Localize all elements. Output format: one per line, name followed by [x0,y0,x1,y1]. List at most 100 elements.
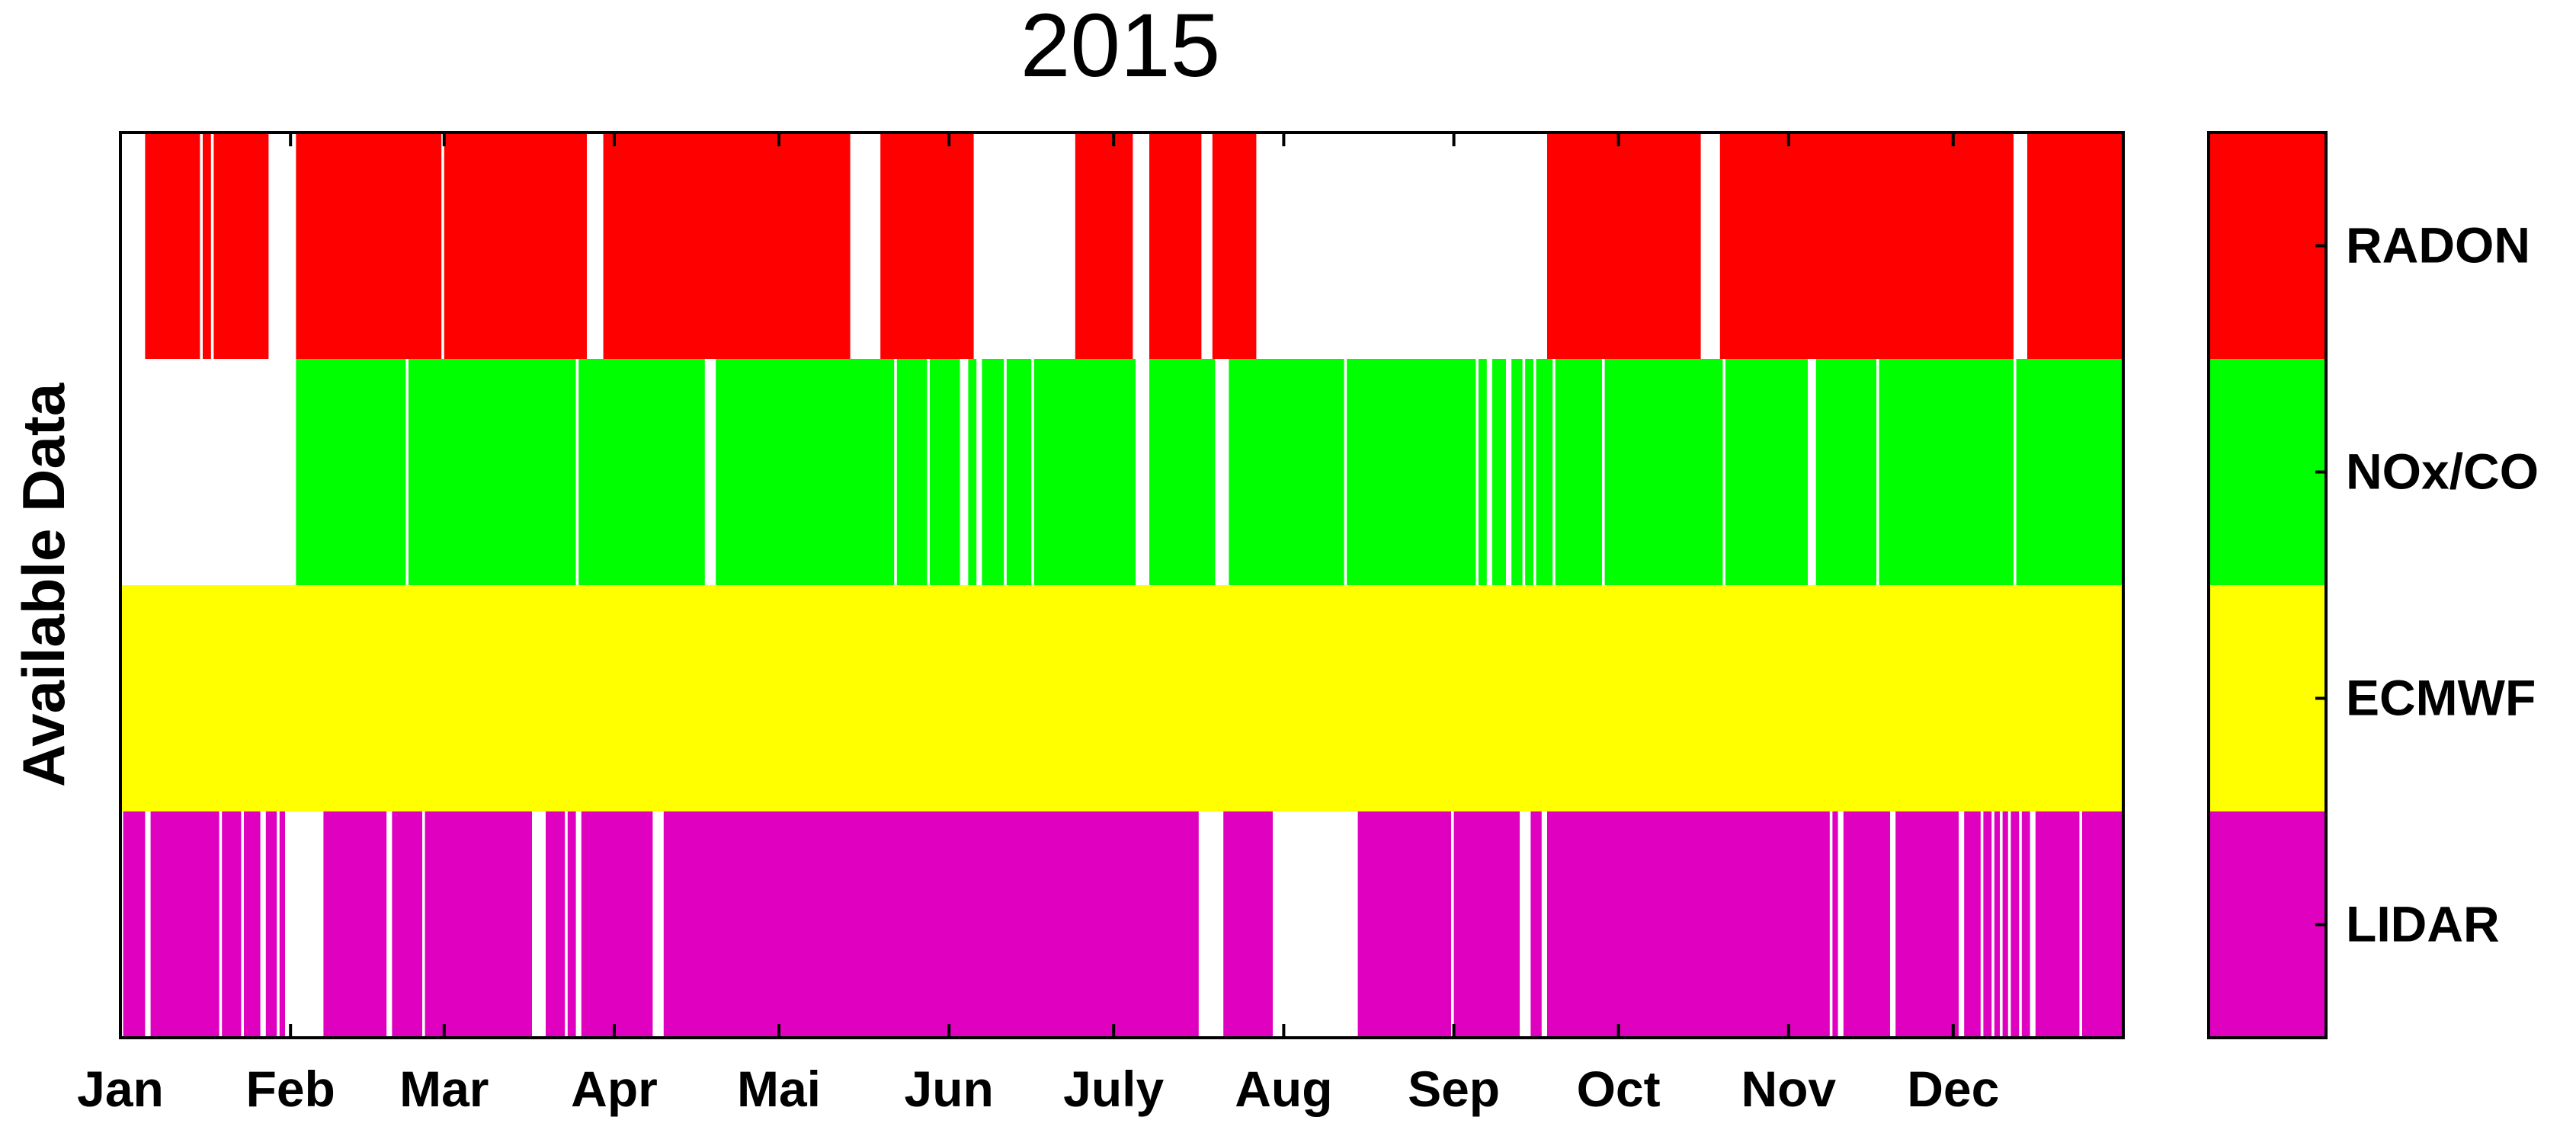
bar-row-nox-co [120,359,2123,585]
gap-nox-co-7 [976,359,982,585]
y-axis-label: Available Data [10,382,77,787]
x-tick-label-july: July [1063,1061,1164,1117]
colorbar-swatch-radon [2209,133,2326,359]
gap-lidar-23 [1991,811,1994,1038]
gap-lidar-28 [2079,811,2082,1038]
colorbar-ticks [2315,244,2326,927]
colorbar-swatch-nox-co [2209,359,2326,585]
gap-lidar-22 [1980,811,1984,1038]
gap-nox-co-6 [960,359,969,585]
bar-row-ecmwf [120,585,2123,811]
gap-nox-co-3 [704,359,716,585]
gap-nox-co-4 [894,359,897,585]
gap-nox-co-0 [120,359,296,585]
gap-lidar-3 [241,811,244,1038]
x-tick-label-sep: Sep [1408,1061,1500,1117]
gap-nox-co-1 [405,359,409,585]
gap-nox-co-14 [1486,359,1492,585]
gap-nox-co-5 [927,359,930,585]
gap-radon-5 [587,133,604,359]
gap-radon-0 [120,133,146,359]
gap-lidar-8 [422,811,425,1038]
gap-lidar-25 [2007,811,2011,1038]
x-tick-label-jun: Jun [905,1061,994,1117]
gap-nox-co-15 [1506,359,1512,585]
gap-nox-co-19 [1602,359,1605,585]
gap-nox-co-12 [1344,359,1347,585]
gap-lidar-6 [285,811,324,1038]
gap-lidar-26 [2019,811,2022,1038]
gap-lidar-13 [1198,811,1224,1038]
gap-radon-6 [850,133,881,359]
gap-nox-co-22 [1876,359,1879,585]
gap-nox-co-8 [1004,359,1007,585]
gap-lidar-5 [277,811,280,1038]
gap-lidar-21 [1959,811,1965,1038]
gap-nox-co-13 [1475,359,1479,585]
gap-radon-4 [441,133,444,359]
gap-nox-co-23 [2014,359,2017,585]
x-tick-label-oct: Oct [1577,1061,1661,1117]
gap-lidar-1 [145,811,151,1038]
gap-lidar-12 [652,811,664,1038]
gap-radon-7 [973,133,1075,359]
gap-lidar-24 [2000,811,2003,1038]
chart-title: 2015 [1020,0,1221,96]
gap-radon-3 [268,133,296,359]
legend-label-nox-co: NOx/CO [2346,443,2539,500]
x-tick-label-mai: Mai [737,1061,821,1117]
gap-lidar-15 [1451,811,1454,1038]
gap-radon-11 [1700,133,1720,359]
colorbar-frame [2207,131,2328,1039]
gap-radon-9 [1201,133,1213,359]
gap-lidar-9 [532,811,546,1038]
gap-lidar-4 [260,811,266,1038]
x-tick-label-mar: Mar [399,1061,489,1117]
gap-radon-1 [200,133,203,359]
gap-lidar-16 [1520,811,1531,1038]
gap-lidar-7 [386,811,392,1038]
gap-lidar-17 [1541,811,1547,1038]
x-axis-ticks [119,133,1955,1038]
gap-nox-co-18 [1552,359,1556,585]
gap-lidar-14 [1273,811,1358,1038]
gap-nox-co-20 [1722,359,1725,585]
gap-nox-co-21 [1808,359,1816,585]
legend-colorbar [2209,133,2326,1038]
gap-radon-2 [210,133,214,359]
x-tick-label-apr: Apr [571,1061,658,1117]
bar-row-radon [120,133,2123,359]
gap-lidar-27 [2030,811,2036,1038]
x-tick-label-jan: Jan [77,1061,164,1117]
x-tick-label-dec: Dec [1907,1061,1999,1117]
gap-radon-8 [1133,133,1149,359]
gap-nox-co-9 [1031,359,1034,585]
gap-lidar-11 [575,811,582,1038]
x-axis-labels: Jan Feb Mar Apr Mai Jun July Aug Sep Oct Nov Dec [77,1061,1999,1117]
plot-frame [119,131,2125,1039]
gap-nox-co-11 [1215,359,1229,585]
legend-labels: RADON NOx/CO ECMWF LIDAR [2346,217,2539,952]
x-tick-label-aug: Aug [1235,1061,1332,1117]
colorbar-swatch-ecmwf [2209,585,2326,811]
gap-radon-12 [2014,133,2027,359]
gap-lidar-20 [1890,811,1896,1038]
gap-nox-co-17 [1533,359,1536,585]
gap-nox-co-2 [575,359,579,585]
x-tick-label-nov: Nov [1741,1061,1836,1117]
gap-lidar-2 [219,811,223,1038]
gap-radon-10 [1256,133,1547,359]
gap-lidar-18 [1829,811,1833,1038]
bar-row-lidar [120,811,2123,1038]
availability-bars [120,133,2123,1038]
x-tick-label-feb: Feb [246,1061,335,1117]
colorbar-swatch-lidar [2209,811,2326,1038]
gap-lidar-19 [1837,811,1844,1038]
legend-label-ecmwf: ECMWF [2346,670,2536,726]
gap-lidar-10 [565,811,568,1038]
gap-nox-co-10 [1136,359,1149,585]
legend-label-lidar: LIDAR [2346,896,2500,952]
gap-nox-co-16 [1522,359,1526,585]
legend-label-radon: RADON [2346,217,2530,274]
